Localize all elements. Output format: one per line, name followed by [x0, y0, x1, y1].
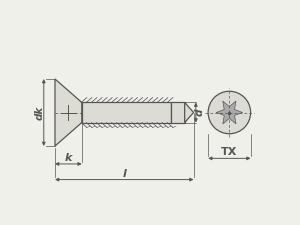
Polygon shape [216, 101, 243, 124]
Text: TX: TX [221, 147, 238, 157]
Circle shape [208, 91, 250, 134]
Polygon shape [55, 79, 82, 146]
Text: k: k [65, 153, 72, 163]
Polygon shape [171, 102, 185, 123]
Polygon shape [185, 102, 194, 123]
Text: l: l [122, 169, 126, 179]
Text: d: d [195, 109, 205, 116]
Text: dk: dk [35, 105, 45, 120]
Polygon shape [82, 102, 171, 123]
